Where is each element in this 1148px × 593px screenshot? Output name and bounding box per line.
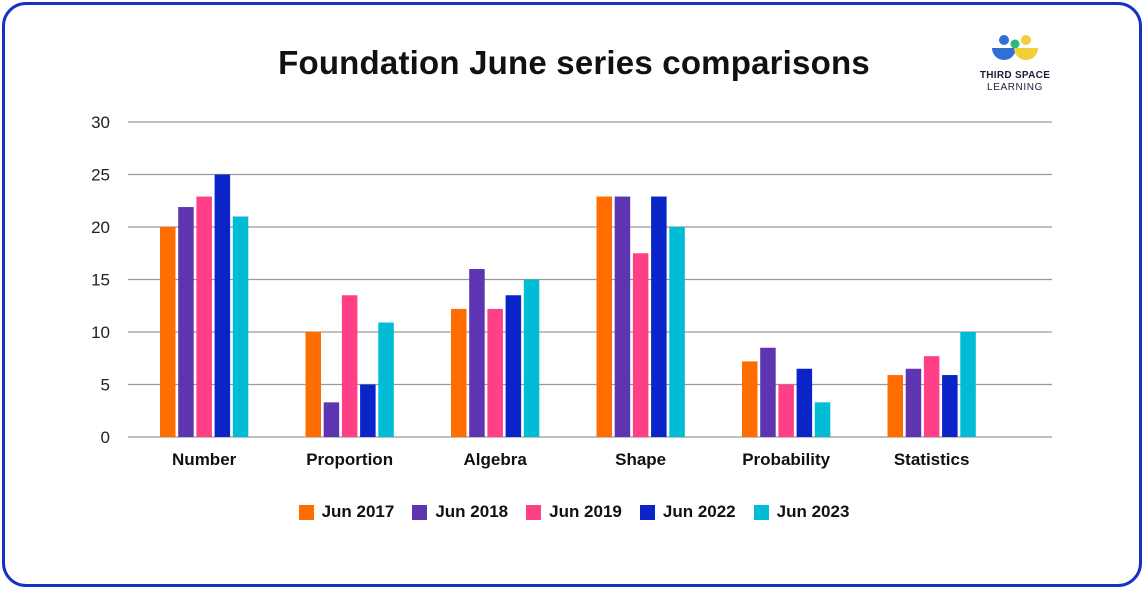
legend-label: Jun 2022 — [662, 502, 736, 521]
bar-algebra-jun-2023 — [523, 279, 540, 437]
bar-probability-jun-2019 — [778, 384, 794, 437]
x-tick-label: Statistics — [894, 450, 970, 469]
legend-swatch — [298, 504, 314, 520]
bar-probability-jun-2022 — [796, 368, 813, 437]
bars — [160, 174, 976, 437]
third-space-learning-logo: THIRD SPACE LEARNING — [970, 34, 1060, 96]
y-tick-label: 10 — [91, 323, 110, 342]
legend-swatch — [526, 504, 542, 520]
bar-statistics-jun-2022 — [942, 375, 958, 437]
legend-swatch — [753, 504, 769, 520]
legend-item: Jun 2017 — [298, 502, 395, 522]
bar-shape-jun-2018 — [614, 196, 631, 437]
x-tick-label: Algebra — [464, 450, 528, 469]
bar-statistics-jun-2018 — [905, 368, 922, 437]
x-tick-label: Proportion — [306, 450, 393, 469]
bar-number-jun-2022 — [214, 174, 231, 437]
bar-algebra-jun-2019 — [487, 308, 503, 437]
x-tick-label: Probability — [742, 450, 830, 469]
bar-number-jun-2017 — [160, 227, 176, 437]
bar-number-jun-2023 — [232, 216, 249, 437]
x-tick-label: Shape — [615, 450, 666, 469]
y-axis-ticks: 0 5 10 15 20 25 30 — [91, 113, 110, 447]
y-tick-label: 30 — [91, 113, 110, 132]
legend-item: Jun 2019 — [526, 502, 622, 522]
bar-shape-jun-2022 — [651, 196, 667, 437]
legend-label: Jun 2019 — [549, 502, 622, 521]
legend-swatch — [639, 504, 655, 520]
y-tick-label: 0 — [101, 428, 110, 447]
logo-text-line2: LEARNING — [987, 82, 1043, 93]
bar-statistics-jun-2017 — [887, 375, 903, 437]
legend-item: Jun 2018 — [412, 502, 508, 522]
y-tick-label: 5 — [101, 376, 110, 395]
chart-legend: Jun 2017 Jun 2018 Jun 2019 Jun 2022 Jun 2023 — [0, 502, 1148, 522]
legend-item: Jun 2022 — [639, 502, 736, 522]
bar-statistics-jun-2019 — [923, 356, 940, 437]
x-tick-label: Number — [172, 450, 237, 469]
legend-label: Jun 2023 — [776, 502, 850, 521]
bar-probability-jun-2023 — [814, 402, 831, 437]
legend-label: Jun 2017 — [321, 502, 395, 521]
bar-proportion-jun-2017 — [305, 332, 321, 437]
people-icon — [992, 35, 1038, 60]
bar-shape-jun-2023 — [669, 227, 685, 437]
bar-shape-jun-2017 — [596, 196, 612, 437]
bar-algebra-jun-2022 — [505, 295, 522, 437]
bar-probability-jun-2018 — [760, 347, 776, 437]
bar-number-jun-2019 — [196, 196, 212, 437]
logo-text-line1: THIRD SPACE — [979, 70, 1051, 81]
bar-algebra-jun-2017 — [451, 308, 467, 437]
bar-shape-jun-2019 — [632, 253, 649, 437]
chart-title: Foundation June series comparisons — [278, 44, 870, 81]
legend-swatch — [412, 504, 428, 520]
legend-label: Jun 2018 — [435, 502, 509, 521]
y-tick-label: 25 — [91, 166, 110, 185]
y-tick-label: 15 — [91, 271, 110, 290]
bar-number-jun-2018 — [178, 207, 194, 437]
bar-algebra-jun-2018 — [469, 269, 485, 437]
x-axis-ticks: Number Proportion Algebra Shape Probability S… — [172, 450, 969, 469]
bar-statistics-jun-2023 — [960, 332, 976, 437]
bar-proportion-jun-2022 — [360, 384, 376, 437]
bar-probability-jun-2017 — [742, 361, 758, 437]
bar-proportion-jun-2019 — [341, 295, 358, 437]
bar-proportion-jun-2018 — [323, 402, 340, 437]
y-tick-label: 20 — [91, 218, 110, 237]
bar-proportion-jun-2023 — [378, 322, 394, 437]
legend-item: Jun 2023 — [753, 502, 850, 522]
